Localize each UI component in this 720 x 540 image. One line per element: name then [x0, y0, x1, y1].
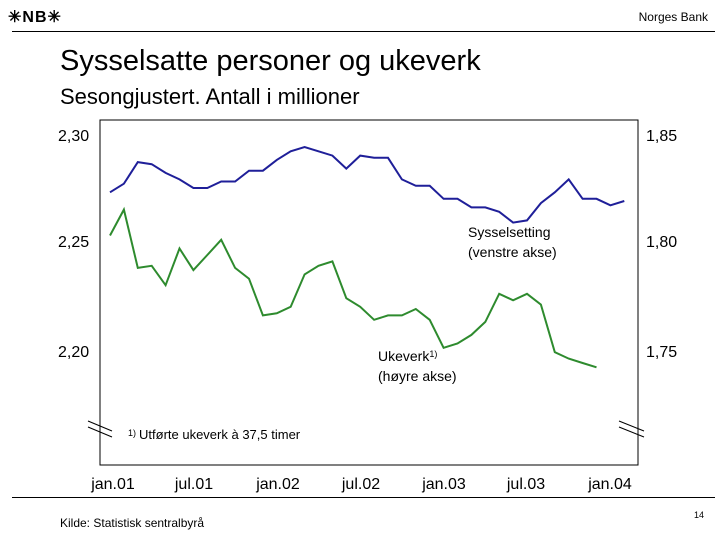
x-tick-label: jul.01	[174, 476, 213, 493]
left-tick-label: 2,30	[58, 128, 89, 145]
footnote-marker: 1)	[128, 428, 136, 438]
header-divider	[12, 31, 715, 32]
norges-bank-logo: ✳NB✳	[8, 9, 62, 26]
employment-axis-note: (venstre akse)	[468, 244, 557, 260]
hours-series-line	[109, 206, 597, 369]
x-tick-label: jan.03	[421, 476, 466, 493]
x-tick-label: jul.02	[341, 476, 380, 493]
left-tick-label: 2,25	[58, 234, 89, 251]
right-tick-label: 1,75	[646, 344, 677, 361]
hours-footnote-marker: 1)	[429, 349, 437, 359]
left-axis-break-mark	[87, 420, 113, 438]
right-tick-label: 1,85	[646, 128, 677, 145]
slide-subtitle: Sesongjustert. Antall i millioner	[60, 84, 360, 109]
bank-name: Norges Bank	[638, 10, 708, 24]
footer-divider	[12, 497, 715, 498]
right-axis-break-mark	[618, 420, 645, 438]
left-tick-label: 2,20	[58, 344, 89, 361]
employment-series-label: Sysselsetting	[468, 224, 550, 240]
hours-axis-note: (høyre akse)	[378, 368, 457, 384]
hours-series-label-text: Ukeverk	[378, 348, 430, 364]
x-tick-label: jan.02	[255, 476, 300, 493]
plot-area	[99, 119, 639, 466]
page-number: 14	[694, 510, 705, 520]
chart-footnote: 1) Utførte ukeverk à 37,5 timer	[128, 427, 301, 442]
x-tick-label: jul.03	[506, 476, 545, 493]
employment-series-line	[109, 145, 625, 224]
right-tick-label: 1,80	[646, 234, 677, 251]
hours-series-label: Ukeverk1)	[378, 348, 437, 364]
x-tick-label: jan.04	[587, 476, 632, 493]
slide-title: Sysselsatte personer og ukeverk	[60, 45, 481, 77]
x-tick-label: jan.01	[90, 476, 135, 493]
source-note: Kilde: Statistisk sentralbyrå	[60, 516, 205, 530]
footnote-text: Utførte ukeverk à 37,5 timer	[139, 427, 301, 442]
